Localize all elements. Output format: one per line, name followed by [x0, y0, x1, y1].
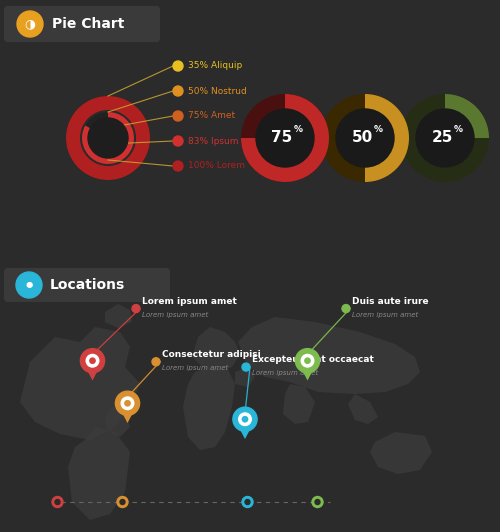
Text: Duis aute irure: Duis aute irure — [352, 296, 428, 305]
Text: Lorem ipsum amet: Lorem ipsum amet — [252, 370, 318, 376]
Circle shape — [117, 496, 128, 508]
Polygon shape — [20, 327, 140, 440]
Wedge shape — [241, 94, 329, 182]
Circle shape — [312, 496, 323, 508]
Circle shape — [173, 61, 183, 71]
Circle shape — [336, 109, 394, 167]
Circle shape — [173, 86, 183, 96]
Text: 50% Nostrud: 50% Nostrud — [188, 87, 247, 96]
Circle shape — [52, 496, 63, 508]
Polygon shape — [238, 317, 420, 394]
Polygon shape — [192, 327, 240, 372]
Circle shape — [238, 413, 252, 426]
Circle shape — [16, 272, 42, 298]
Wedge shape — [66, 96, 150, 180]
Polygon shape — [183, 367, 235, 450]
Polygon shape — [298, 363, 316, 380]
Wedge shape — [98, 128, 118, 148]
Wedge shape — [82, 112, 134, 164]
Circle shape — [233, 407, 257, 431]
Circle shape — [173, 111, 183, 121]
Wedge shape — [445, 94, 489, 138]
Text: 50: 50 — [352, 129, 372, 145]
Circle shape — [17, 11, 43, 37]
Circle shape — [305, 358, 310, 363]
Polygon shape — [84, 363, 102, 380]
FancyBboxPatch shape — [4, 268, 170, 302]
Polygon shape — [118, 405, 136, 423]
Text: Locations: Locations — [50, 278, 125, 292]
FancyBboxPatch shape — [4, 6, 160, 42]
Circle shape — [121, 397, 134, 410]
Circle shape — [256, 109, 314, 167]
Wedge shape — [241, 94, 329, 182]
Wedge shape — [321, 94, 409, 182]
Text: %: % — [454, 126, 462, 135]
Text: 75% Amet: 75% Amet — [188, 112, 235, 121]
Wedge shape — [401, 94, 489, 182]
Circle shape — [342, 304, 350, 313]
Wedge shape — [365, 94, 409, 182]
Circle shape — [242, 363, 250, 371]
Circle shape — [125, 401, 130, 406]
Text: Lorem ipsum amet: Lorem ipsum amet — [142, 312, 208, 318]
Circle shape — [173, 161, 183, 171]
Text: %: % — [374, 126, 382, 135]
Text: Pie Chart: Pie Chart — [52, 17, 125, 31]
Circle shape — [88, 118, 128, 158]
Circle shape — [116, 391, 140, 415]
Polygon shape — [348, 394, 378, 424]
Text: 35% Aliquip: 35% Aliquip — [188, 62, 242, 71]
Circle shape — [132, 304, 140, 313]
Text: Lorem ipsum amet: Lorem ipsum amet — [142, 296, 237, 305]
Circle shape — [315, 500, 320, 504]
Wedge shape — [66, 96, 150, 180]
Circle shape — [301, 354, 314, 367]
Polygon shape — [105, 407, 130, 437]
Text: Lorem ipsum amet: Lorem ipsum amet — [162, 365, 228, 371]
Text: %: % — [294, 126, 302, 135]
Circle shape — [90, 358, 95, 363]
Circle shape — [80, 348, 104, 373]
Text: 25: 25 — [432, 129, 452, 145]
Polygon shape — [68, 427, 130, 520]
Text: 83% Ipsum: 83% Ipsum — [188, 137, 238, 145]
Polygon shape — [236, 421, 254, 439]
Circle shape — [86, 354, 99, 367]
Circle shape — [173, 136, 183, 146]
Circle shape — [242, 496, 253, 508]
Circle shape — [55, 500, 60, 504]
Polygon shape — [283, 384, 315, 424]
Circle shape — [152, 358, 160, 366]
Text: 75: 75 — [272, 129, 292, 145]
Text: Lorem ipsum amet: Lorem ipsum amet — [352, 312, 418, 318]
Polygon shape — [235, 367, 255, 387]
Wedge shape — [98, 128, 118, 148]
Text: Excepteur sint occaecat: Excepteur sint occaecat — [252, 355, 374, 364]
Text: ●: ● — [26, 280, 32, 289]
Circle shape — [120, 500, 125, 504]
Text: Consectetur adipisi: Consectetur adipisi — [162, 350, 261, 359]
Text: 100% Lorem: 100% Lorem — [188, 162, 245, 170]
Circle shape — [416, 109, 474, 167]
Polygon shape — [105, 304, 132, 328]
Circle shape — [296, 348, 320, 373]
Circle shape — [242, 417, 248, 422]
Polygon shape — [370, 432, 432, 474]
Text: ◑: ◑ — [24, 18, 36, 30]
Wedge shape — [82, 112, 134, 164]
Circle shape — [245, 500, 250, 504]
